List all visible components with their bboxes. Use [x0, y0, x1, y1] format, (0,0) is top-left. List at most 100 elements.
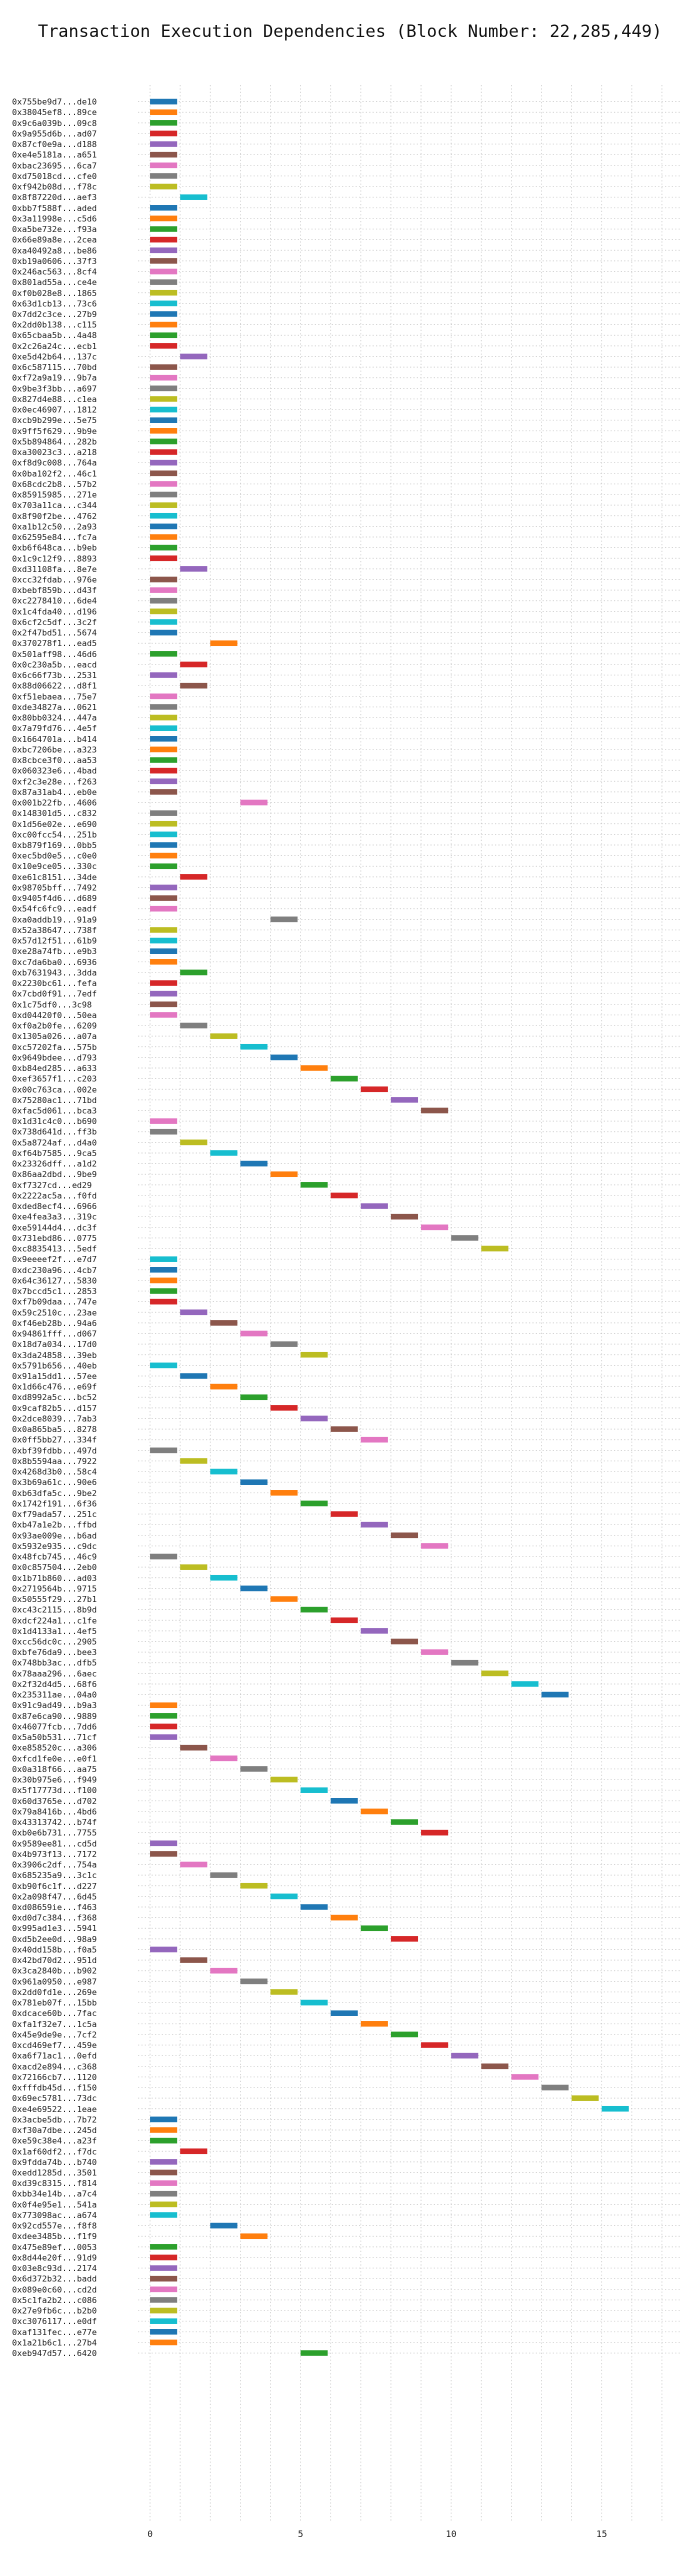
- transaction-bar: [150, 576, 178, 583]
- y-tick-label: 0x65cbaa5b...4a48: [12, 330, 97, 340]
- transaction-bar: [421, 1224, 449, 1231]
- transaction-bar: [150, 725, 178, 731]
- y-tick-label: 0xe59144d4...dc3f: [12, 1222, 97, 1232]
- transaction-bar: [150, 778, 178, 785]
- chart-title: Transaction Execution Dependencies (Bloc…: [37, 22, 663, 42]
- y-tick-label: 0x78aaa296...6aec: [12, 1668, 97, 1678]
- y-tick-label: 0xde34827a...0621: [12, 702, 97, 712]
- x-tick-label: 0: [147, 2530, 152, 2540]
- y-tick-label: 0x88d06622...d8f1: [12, 681, 97, 691]
- transaction-bar: [180, 1373, 208, 1379]
- transaction-bar: [150, 810, 178, 816]
- y-tick-label: 0x5f17773d...f100: [12, 1785, 97, 1795]
- transaction-bar: [270, 1054, 298, 1061]
- transaction-bar: [300, 1351, 328, 1358]
- y-tick-label: 0xfffdb45d...f150: [12, 2083, 97, 2093]
- x-tick-label: 10: [446, 2530, 457, 2540]
- transaction-bar: [150, 767, 178, 774]
- y-tick-label: 0xb7631943...3dda: [12, 967, 97, 977]
- transaction-bar: [150, 1277, 178, 1284]
- y-tick-label: 0x42bd70d2...951d: [12, 1955, 97, 1965]
- y-tick-label: 0x68cdc2b8...57b2: [12, 479, 97, 489]
- transaction-bar: [150, 746, 178, 753]
- transaction-bar: [150, 173, 178, 179]
- transaction-bar: [360, 1808, 388, 1815]
- y-tick-label: 0x46077fcb...7dd6: [12, 1721, 97, 1731]
- y-tick-label: 0x63d1cb13...73c6: [12, 298, 97, 308]
- transaction-bar: [150, 587, 178, 593]
- y-tick-label: 0xcc32fdab...976e: [12, 575, 97, 585]
- y-tick-label: 0x38045ef8...89ce: [12, 107, 97, 117]
- transaction-bar: [240, 2233, 268, 2240]
- y-tick-label: 0x30b975e6...f949: [12, 1775, 97, 1785]
- transaction-bar: [481, 1670, 509, 1677]
- transaction-bar: [150, 693, 178, 700]
- transaction-bar: [150, 937, 178, 944]
- transaction-bar: [150, 470, 178, 477]
- transaction-bar: [150, 1012, 178, 1018]
- y-tick-label: 0xe5d42b64...137c: [12, 351, 97, 361]
- y-tick-label: 0x246ac563...8cf4: [12, 267, 97, 277]
- transaction-bar: [150, 959, 178, 965]
- transaction-bar: [421, 1543, 449, 1549]
- y-tick-label: 0x475e89ef...0053: [12, 2242, 97, 2252]
- y-tick-label: 0x001b22fb...4606: [12, 798, 97, 808]
- y-tick-label: 0x8f87220d...aef3: [12, 192, 97, 202]
- y-tick-label: 0xc3076117...e0df: [12, 2316, 97, 2326]
- y-tick-label: 0x3a11998e...c5d6: [12, 213, 97, 223]
- transaction-bar: [150, 597, 178, 604]
- transaction-bar: [240, 1882, 268, 1889]
- transaction-bar: [390, 1213, 419, 1220]
- y-tick-label: 0x5a50b531...71cf: [12, 1732, 97, 1742]
- transaction-bar: [150, 2307, 178, 2314]
- transaction-bar: [270, 1776, 298, 1783]
- y-tick-label: 0x1d31c4c0...b690: [12, 1116, 97, 1126]
- y-tick-label: 0xf51ebaea...75e7: [12, 691, 97, 701]
- y-tick-label: 0xcd469ef7...459e: [12, 2040, 97, 2050]
- y-tick-label: 0xc00fcc54...251b: [12, 829, 97, 839]
- y-tick-label: 0x2c26a24c...ecb1: [12, 341, 97, 351]
- transaction-bar: [150, 2127, 178, 2133]
- transaction-bar: [150, 98, 178, 105]
- transaction-bar: [150, 236, 178, 243]
- y-tick-label: 0x0ec46907...1812: [12, 405, 97, 415]
- y-tick-label: 0xd08659ie...f463: [12, 1902, 97, 1912]
- y-tick-label: 0x0ba102f2...46c1: [12, 468, 97, 478]
- y-tick-label: 0x995ad1e3...5941: [12, 1923, 97, 1933]
- y-tick-label: 0xe4e5181a...a651: [12, 150, 97, 160]
- transaction-bar: [390, 1638, 419, 1645]
- y-tick-label: 0x0c857504...2eb0: [12, 1562, 97, 1572]
- y-tick-label: 0x8cbce3f0...aa53: [12, 755, 97, 765]
- transaction-bar: [150, 2116, 178, 2123]
- transaction-bar: [180, 682, 208, 689]
- y-tick-label: 0x40dd158b...f0a5: [12, 1944, 97, 1954]
- transaction-bar: [360, 1086, 388, 1093]
- y-tick-label: 0x91c9ad49...b9a3: [12, 1700, 97, 1710]
- y-tick-label: 0x75280ac1...71bd: [12, 1095, 97, 1105]
- y-tick-label: 0xbac23695...6ca7: [12, 160, 97, 170]
- transaction-bar: [210, 1150, 238, 1156]
- transaction-bar: [421, 1829, 449, 1836]
- transaction-bar: [150, 2318, 178, 2324]
- y-tick-label: 0xa6f71ac1...0efd: [12, 2051, 97, 2061]
- transaction-bar: [150, 151, 178, 158]
- y-tick-label: 0x9fdda74b...b740: [12, 2157, 97, 2167]
- y-tick-label: 0xa5be732e...f93a: [12, 224, 97, 234]
- y-tick-label: 0x9a955d6b...ad07: [12, 128, 97, 138]
- transaction-bar: [360, 1203, 388, 1209]
- transaction-bar: [150, 502, 178, 508]
- transaction-bar: [240, 1479, 268, 1485]
- transaction-bar: [270, 1490, 298, 1496]
- y-tick-label: 0x7bccd5c1...2853: [12, 1286, 97, 1296]
- transaction-bar: [270, 1171, 298, 1178]
- y-tick-label: 0xe61c8151...34de: [12, 872, 97, 882]
- transaction-bar: [390, 1532, 419, 1539]
- transaction-bar: [150, 555, 178, 562]
- transaction-bar: [150, 1362, 178, 1369]
- y-tick-label: 0x6cf2c5df...3c2f: [12, 617, 97, 627]
- y-tick-label: 0xa1b12c50...2a93: [12, 521, 97, 531]
- y-tick-label: 0xdee3485b...f1f9: [12, 2231, 97, 2241]
- transaction-bar: [210, 1033, 238, 1039]
- transaction-bar: [150, 512, 178, 519]
- transaction-bar: [150, 2137, 178, 2144]
